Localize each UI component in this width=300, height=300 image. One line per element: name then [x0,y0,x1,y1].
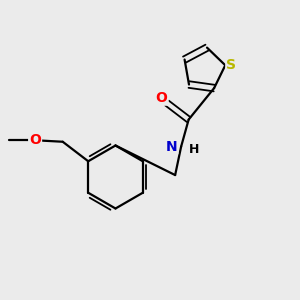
Text: H: H [189,143,199,156]
Text: S: S [226,58,236,72]
Text: N: N [166,140,177,154]
Text: O: O [29,133,41,147]
Text: O: O [156,91,168,105]
